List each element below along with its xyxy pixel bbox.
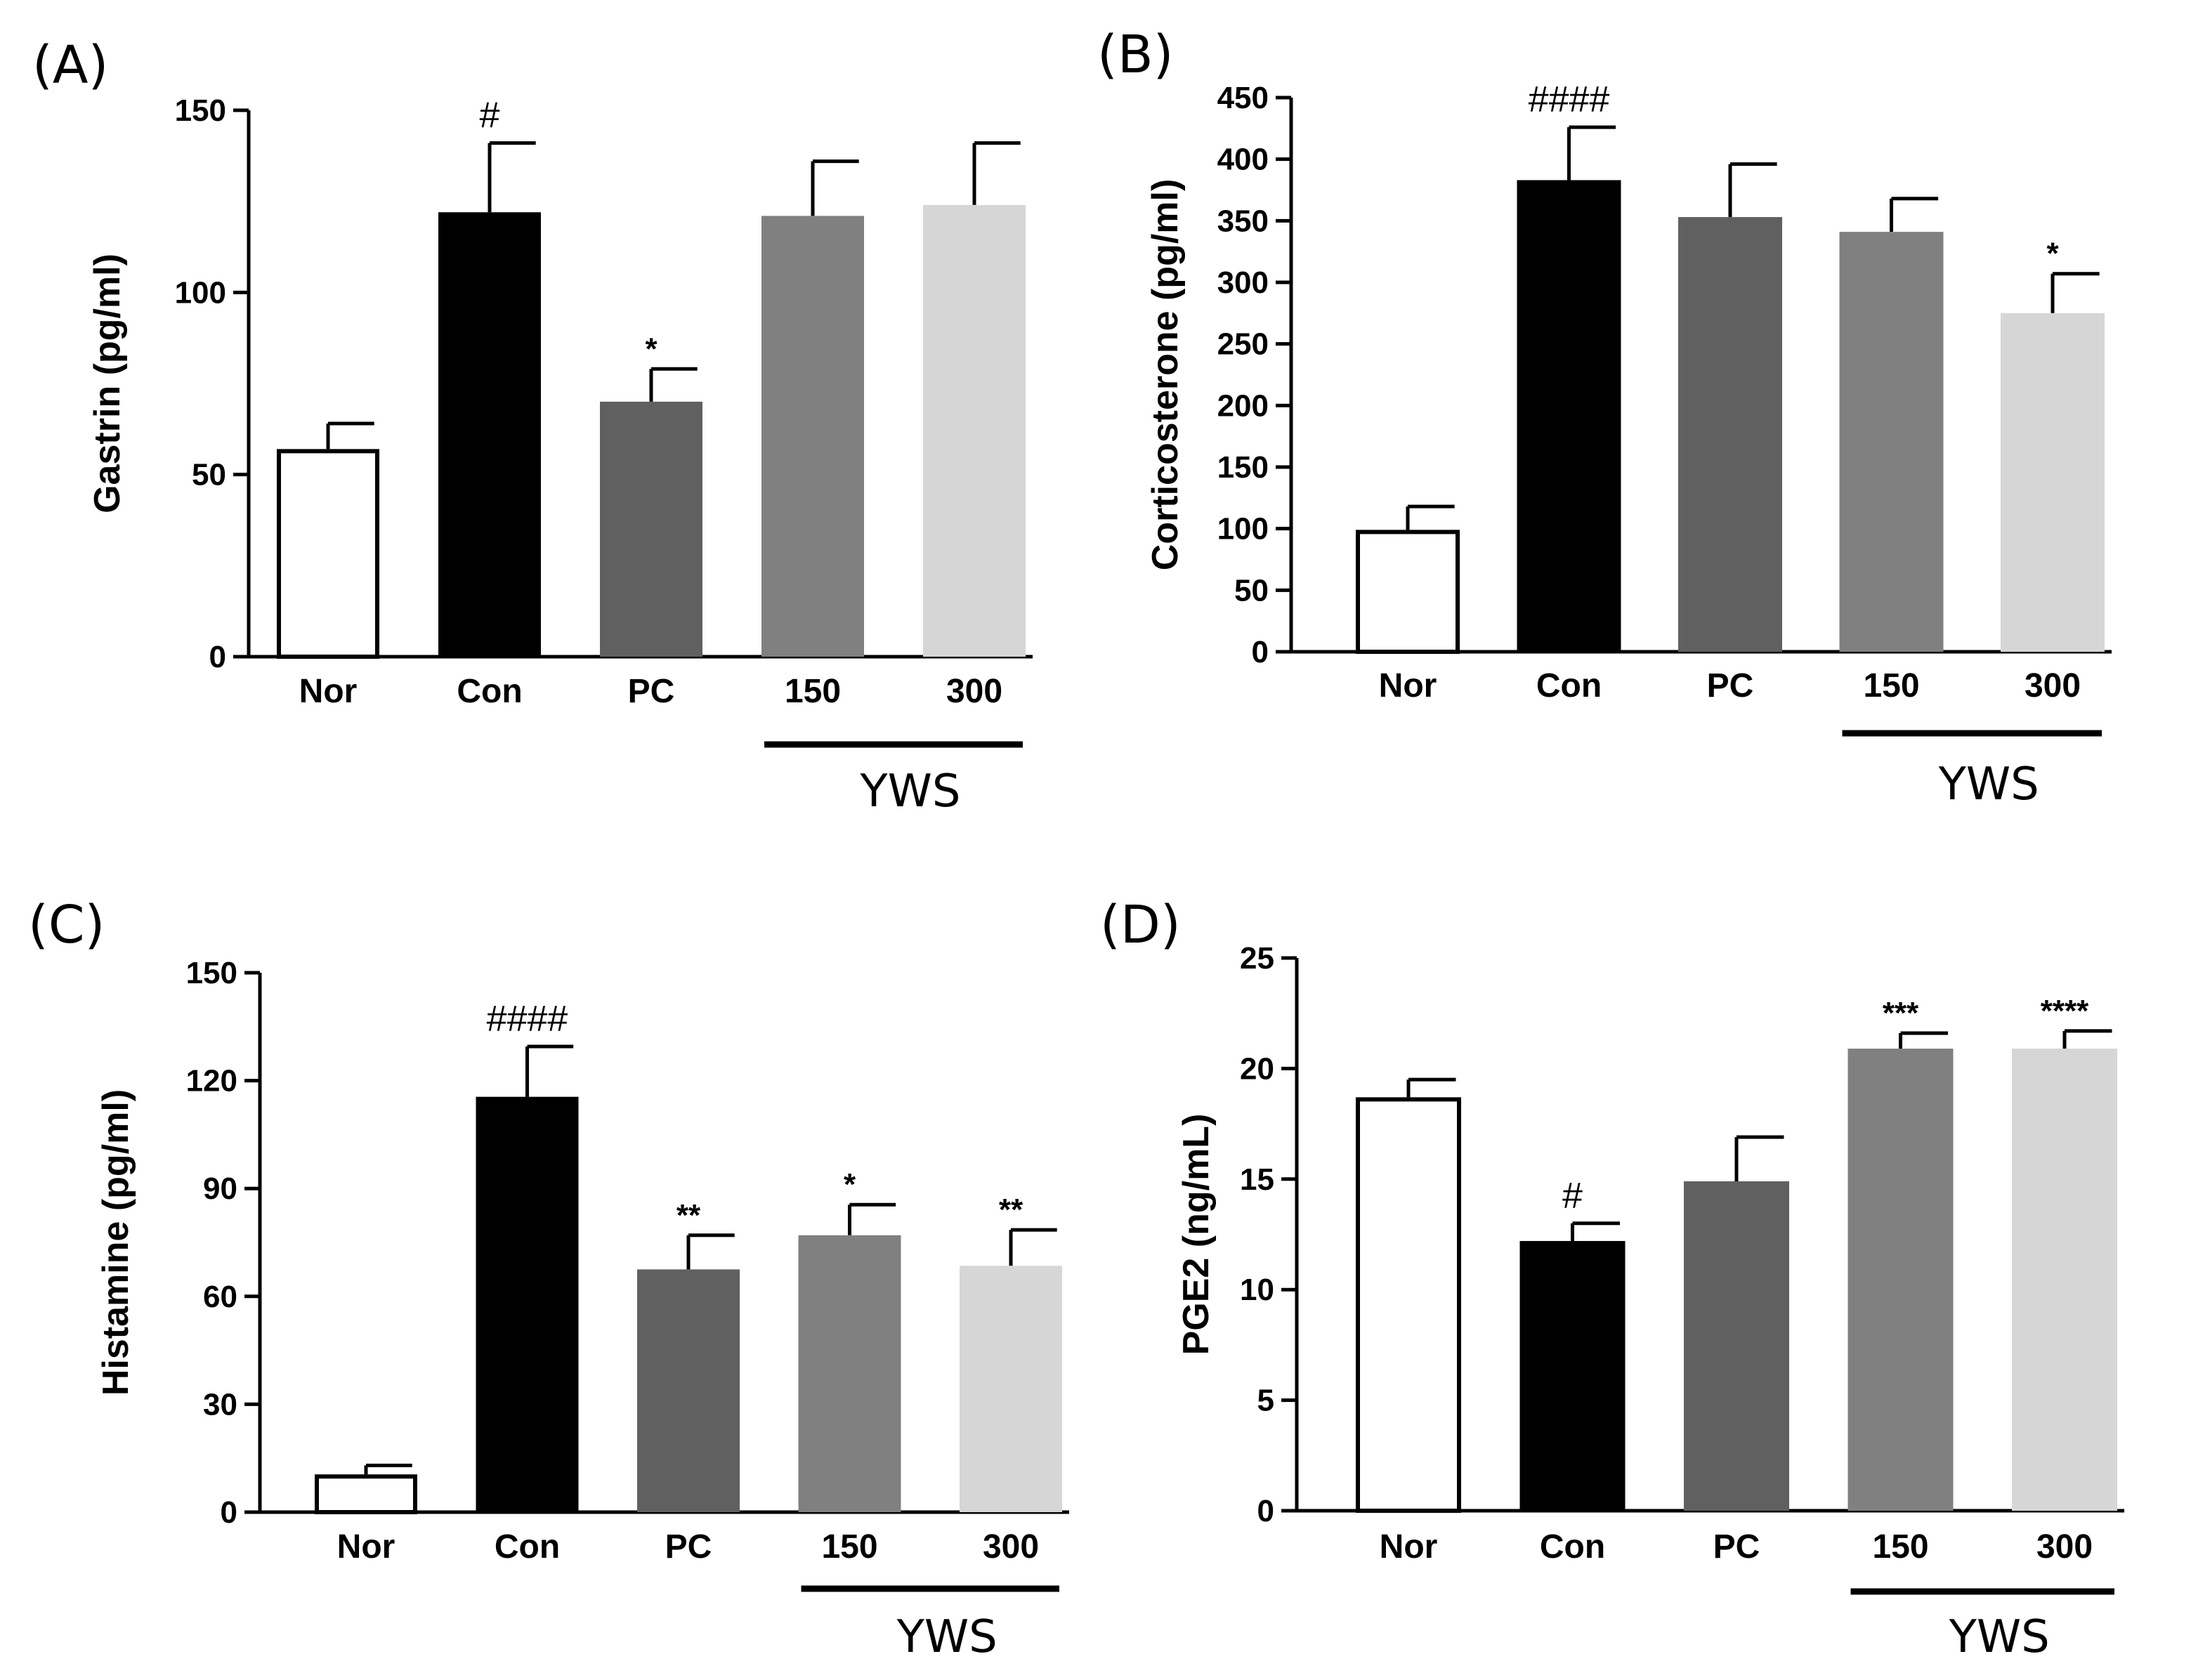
y-tick-label: 5: [1257, 1384, 1274, 1418]
panel-label: (B): [1097, 25, 1174, 85]
y-tick-label: 15: [1240, 1162, 1274, 1197]
y-axis-label: Histamine (pg/ml): [96, 1089, 136, 1396]
x-tick-label: Nor: [299, 673, 358, 710]
group-label: YWS: [1938, 759, 2039, 811]
panel-label: (C): [28, 895, 105, 955]
bar: [960, 1266, 1062, 1512]
y-tick-label: 150: [186, 956, 237, 990]
chart-panel-2: (C) 0 30 60 90 120 150 Histamine (pg/ml) Nor ####…: [28, 895, 1069, 1663]
x-tick-label: Nor: [337, 1528, 395, 1566]
bar: [600, 401, 702, 657]
y-tick-label: 0: [221, 1495, 237, 1530]
bar: [2001, 313, 2105, 652]
significance-label: *: [2046, 237, 2059, 271]
x-tick-label: Con: [495, 1528, 560, 1566]
y-tick-label: 100: [1217, 512, 1269, 546]
x-tick-label: PC: [628, 673, 675, 710]
chart-panel-0: (A) 0 50 100 150 Gastrin (pg/ml) Nor # Con * PC 150…: [32, 35, 1033, 818]
x-tick-label: 300: [2025, 667, 2081, 704]
bar: [315, 1474, 417, 1514]
chart-panel-1: (B) 0 50 100 150 200 250 300 350 400 450 Corticoste…: [1097, 25, 2112, 811]
y-axis-label: Corticosterone (pg/ml): [1145, 179, 1186, 571]
y-tick-label: 90: [203, 1172, 237, 1206]
y-tick-label: 30: [203, 1387, 237, 1422]
x-tick-label: Nor: [1379, 667, 1437, 704]
group-label: YWS: [1949, 1611, 2050, 1663]
x-tick-label: PC: [1713, 1528, 1760, 1566]
group-label: YWS: [896, 1611, 998, 1663]
panel-label: (A): [32, 35, 108, 96]
bar: [2012, 1049, 2117, 1511]
x-tick-label: 300: [2036, 1528, 2093, 1566]
y-tick-label: 50: [1234, 573, 1269, 608]
x-tick-label: Con: [1536, 667, 1602, 704]
y-tick-label: 120: [186, 1064, 237, 1098]
significance-label: ####: [487, 999, 568, 1039]
group-label: YWS: [860, 766, 961, 818]
y-tick-label: 100: [175, 275, 226, 310]
significance-label: ####: [1529, 79, 1610, 120]
bar: [798, 1235, 901, 1512]
y-tick-label: 200: [1217, 388, 1269, 423]
y-axis-label: Gastrin (pg/ml): [87, 254, 128, 513]
bar: [761, 216, 864, 657]
bar: [1839, 232, 1944, 652]
chart-panel-3: (D) 0 5 10 15 20 25 PGE2 (ng/mL) Nor # Con PC *** 150…: [1100, 895, 2124, 1663]
y-tick-label: 60: [203, 1280, 237, 1314]
y-tick-label: 450: [1217, 81, 1269, 115]
x-tick-label: 150: [785, 673, 841, 710]
y-tick-label: 300: [1217, 265, 1269, 300]
significance-label: **: [999, 1193, 1023, 1227]
bar: [637, 1269, 740, 1512]
y-tick-label: 250: [1217, 327, 1269, 362]
y-tick-label: 350: [1217, 204, 1269, 238]
x-tick-label: Nor: [1380, 1528, 1438, 1566]
significance-label: *: [844, 1167, 856, 1202]
bar: [1678, 217, 1782, 652]
y-tick-label: 0: [209, 640, 226, 674]
y-tick-label: 20: [1240, 1051, 1274, 1086]
y-tick-label: 400: [1217, 143, 1269, 177]
bar: [1356, 530, 1460, 654]
significance-label: *: [645, 332, 658, 366]
y-tick-label: 50: [192, 458, 226, 492]
bar: [1684, 1181, 1789, 1511]
x-tick-label: PC: [665, 1528, 712, 1566]
bar: [1517, 180, 1621, 652]
x-tick-label: Con: [1540, 1528, 1605, 1566]
bar: [923, 204, 1026, 657]
significance-label: **: [676, 1198, 701, 1233]
bar: [277, 449, 379, 659]
y-tick-label: 0: [1257, 1494, 1274, 1528]
significance-label: #: [1562, 1176, 1583, 1216]
x-tick-label: 300: [946, 673, 1002, 710]
x-tick-label: 300: [983, 1528, 1039, 1566]
x-tick-label: 150: [1863, 667, 1919, 704]
y-tick-label: 10: [1240, 1273, 1274, 1307]
significance-label: ****: [2041, 994, 2089, 1028]
bar: [476, 1096, 579, 1512]
y-tick-label: 150: [1217, 450, 1269, 485]
significance-label: #: [480, 96, 500, 136]
y-tick-label: 0: [1252, 635, 1269, 669]
x-tick-label: 150: [1872, 1528, 1928, 1566]
x-tick-label: PC: [1707, 667, 1754, 704]
significance-label: ***: [1883, 996, 1919, 1030]
y-axis-label: PGE2 (ng/mL): [1176, 1114, 1217, 1356]
y-tick-label: 150: [175, 93, 226, 128]
x-tick-label: Con: [457, 673, 522, 710]
bar: [438, 212, 541, 657]
bar: [1519, 1240, 1626, 1511]
bar: [1356, 1097, 1461, 1513]
x-tick-label: 150: [821, 1528, 877, 1566]
panel-label: (D): [1100, 895, 1181, 955]
y-tick-label: 25: [1240, 941, 1274, 976]
bar: [1847, 1049, 1954, 1511]
